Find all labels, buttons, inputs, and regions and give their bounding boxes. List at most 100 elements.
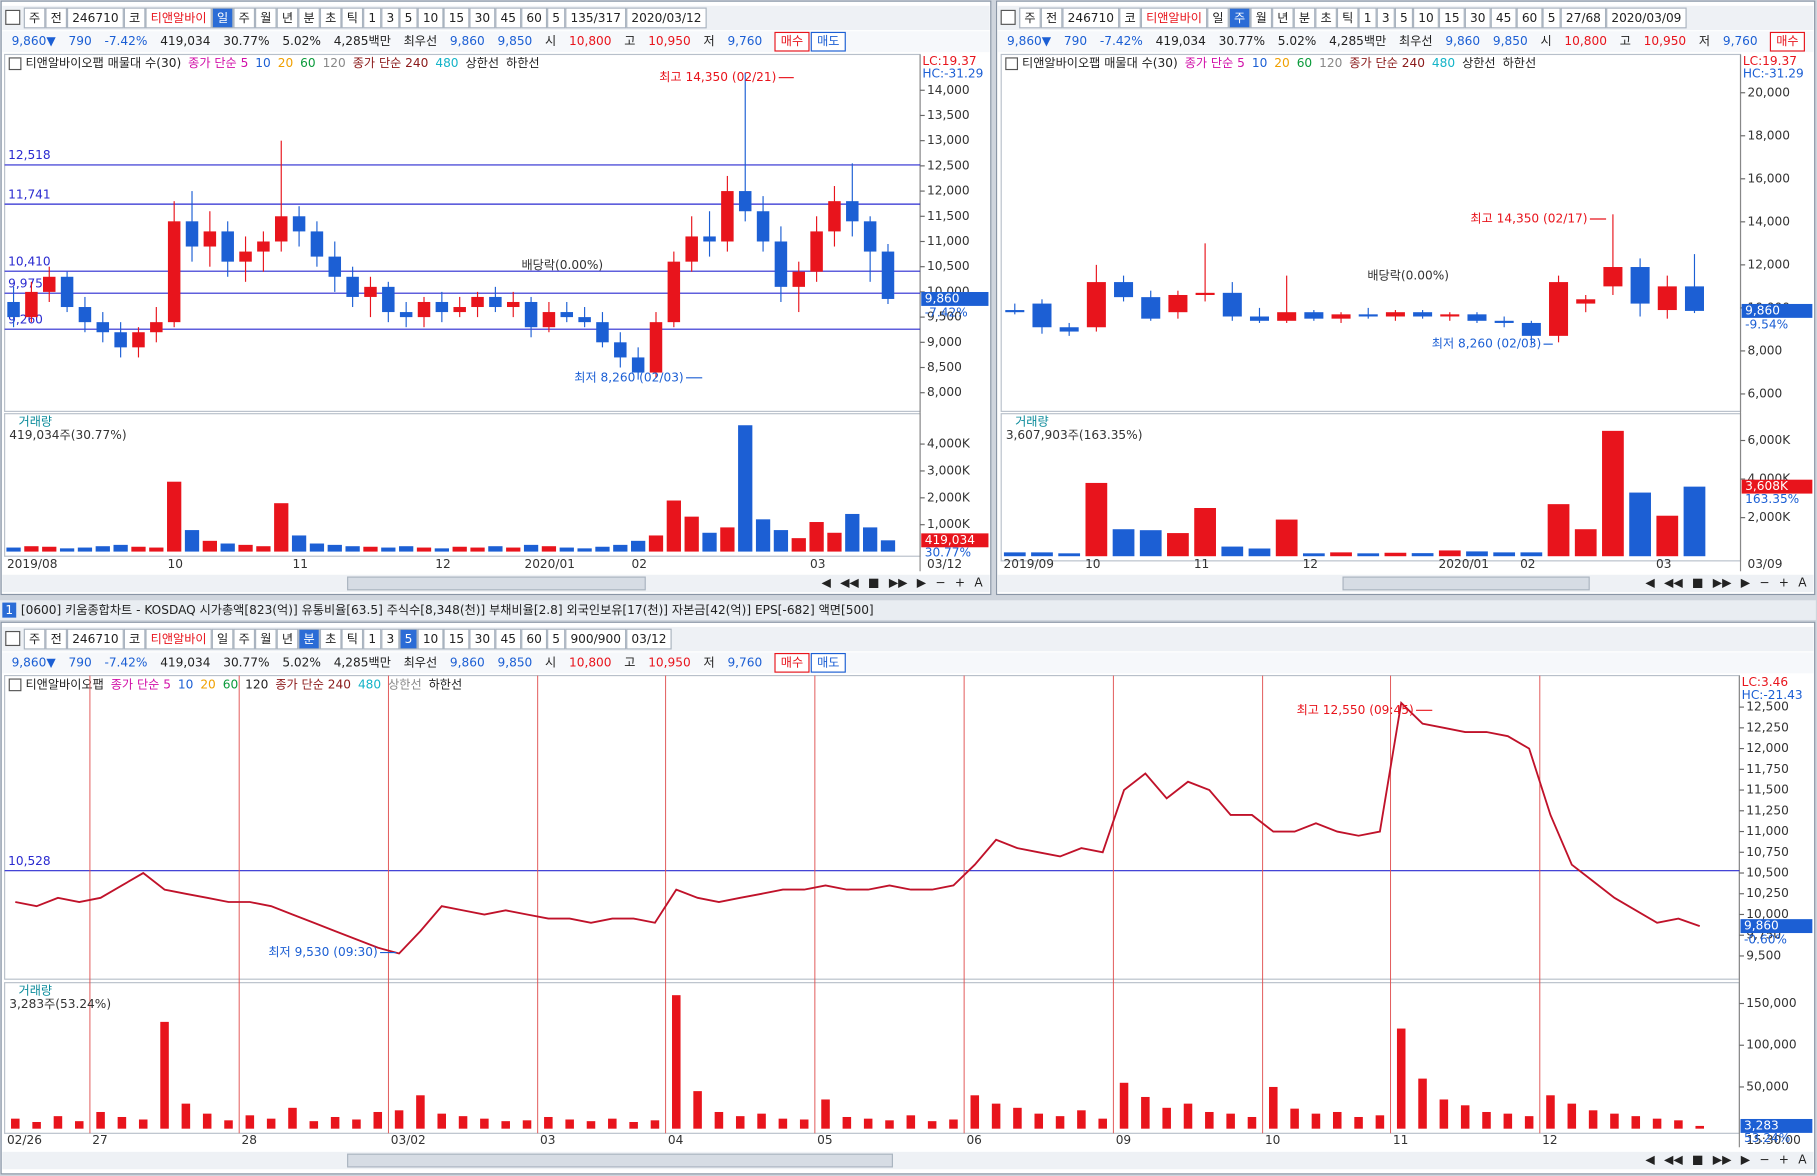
scrollbar[interactable] <box>1342 576 1590 591</box>
toolbar-button-label[interactable]: 15 <box>1444 11 1459 25</box>
toolbar-button[interactable] <box>1394 7 1414 29</box>
toolbar-button-label[interactable]: 60 <box>1522 11 1537 25</box>
toolbar-button[interactable] <box>341 628 364 650</box>
toolbar-button[interactable] <box>145 628 212 650</box>
toolbar-button[interactable] <box>1250 7 1273 29</box>
nav-button[interactable]: A <box>1798 1152 1807 1166</box>
toolbar-button[interactable] <box>233 7 256 29</box>
toolbar-button-label[interactable]: 3 <box>386 632 394 646</box>
toolbar-button-label[interactable]: 분 <box>303 11 314 25</box>
toolbar-button[interactable] <box>1272 7 1294 29</box>
toolbar-button[interactable] <box>521 628 548 650</box>
toolbar-button[interactable] <box>123 7 146 29</box>
nav-button[interactable]: ▶ <box>1741 1152 1751 1166</box>
order-button-label[interactable]: 매도 <box>817 655 839 669</box>
toolbar-button[interactable] <box>211 628 234 650</box>
toolbar-button-label[interactable]: 전 <box>1046 11 1057 25</box>
toolbar-button-label[interactable]: 월 <box>1256 11 1267 25</box>
toolbar-button-label[interactable]: 30 <box>475 11 490 25</box>
toolbar-button[interactable] <box>363 628 382 650</box>
toolbar-button[interactable] <box>233 628 256 650</box>
nav-button[interactable]: A <box>974 575 983 589</box>
toolbar-button[interactable] <box>469 628 496 650</box>
toolbar-button[interactable] <box>417 628 444 650</box>
toolbar-button-label[interactable]: 246710 <box>72 632 118 646</box>
toolbar-button[interactable] <box>565 7 627 29</box>
nav-button[interactable]: ▶▶ <box>889 575 908 589</box>
toolbar-button[interactable] <box>1490 7 1517 29</box>
toolbar-button-label[interactable]: 코 <box>129 632 140 646</box>
toolbar-button-label[interactable]: 코 <box>129 11 140 25</box>
toolbar-button-label[interactable]: 27/68 <box>1566 11 1601 25</box>
toolbar-button[interactable] <box>66 7 124 29</box>
toolbar-button[interactable] <box>1516 7 1543 29</box>
nav-button[interactable]: ▶▶ <box>1713 575 1732 589</box>
nav-button[interactable]: + <box>1779 575 1789 589</box>
toolbar-button-label[interactable]: 15 <box>449 632 464 646</box>
toolbar-button-label[interactable]: 전 <box>51 632 62 646</box>
toolbar-button-label[interactable]: 주 <box>239 11 250 25</box>
nav-button[interactable]: ■ <box>1692 1152 1704 1166</box>
toolbar-button[interactable] <box>298 628 320 650</box>
toolbar-button[interactable] <box>1207 7 1229 29</box>
toolbar-button-label[interactable]: 3 <box>386 11 394 25</box>
toolbar-button[interactable] <box>626 7 707 29</box>
toolbar-button[interactable] <box>298 7 320 29</box>
toolbar-button-label[interactable]: 246710 <box>72 11 118 25</box>
toolbar-button[interactable] <box>443 7 470 29</box>
toolbar-button[interactable] <box>45 7 67 29</box>
toolbar-button-label[interactable]: 900/900 <box>570 632 621 646</box>
toolbar-button[interactable] <box>1464 7 1491 29</box>
toolbar-button[interactable] <box>1293 7 1316 29</box>
toolbar-button-label[interactable]: 5 <box>1548 11 1556 25</box>
toolbar-button[interactable] <box>1019 7 1041 29</box>
order-button-label[interactable]: 매수 <box>781 655 803 669</box>
nav-button[interactable]: ◀◀ <box>1664 575 1683 589</box>
toolbar-button-label[interactable]: 티앤알바이 <box>151 632 207 646</box>
toolbar-button[interactable] <box>363 7 382 29</box>
toolbar-button-label[interactable]: 45 <box>501 11 516 25</box>
nav-button[interactable]: ■ <box>1692 575 1704 589</box>
nav-button[interactable]: + <box>1779 1152 1789 1166</box>
toolbar-button[interactable] <box>547 628 566 650</box>
toolbar-button[interactable] <box>381 7 400 29</box>
toolbar-button[interactable] <box>66 628 124 650</box>
toolbar-button[interactable] <box>319 7 342 29</box>
toolbar-button[interactable] <box>1358 7 1377 29</box>
toolbar-button-label[interactable]: 2020/03/09 <box>1611 11 1681 25</box>
toolbar-button-label[interactable]: 일 <box>1212 11 1223 25</box>
order-button[interactable] <box>774 31 810 52</box>
toolbar-button-label[interactable]: 일 <box>217 11 228 25</box>
nav-button[interactable]: ◀◀ <box>1664 1152 1683 1166</box>
toolbar-button[interactable] <box>547 7 566 29</box>
toolbar-button[interactable] <box>469 7 496 29</box>
order-button[interactable] <box>1769 31 1805 52</box>
nav-button[interactable]: ▶ <box>917 575 927 589</box>
toolbar-button-label[interactable]: 주 <box>29 11 40 25</box>
toolbar-button-label[interactable]: 년 <box>282 632 293 646</box>
toolbar-button-label[interactable]: 1 <box>368 632 376 646</box>
toolbar-button[interactable] <box>1413 7 1439 29</box>
toolbar-button-label[interactable]: 3 <box>1382 11 1390 25</box>
toolbar-button[interactable] <box>1560 7 1607 29</box>
toolbar-button-label[interactable]: 10 <box>423 11 438 25</box>
order-button[interactable] <box>810 31 846 52</box>
toolbar-button-label[interactable]: 주 <box>239 632 250 646</box>
toolbar-button-label[interactable]: 60 <box>526 11 541 25</box>
toolbar-button[interactable] <box>1336 7 1359 29</box>
toolbar-button-label[interactable]: 초 <box>325 632 336 646</box>
toolbar-button[interactable] <box>1140 7 1208 29</box>
toolbar-button-label[interactable]: 전 <box>51 11 62 25</box>
toolbar-button-label[interactable]: 코 <box>1124 11 1135 25</box>
toolbar-button[interactable] <box>1315 7 1337 29</box>
toolbar-button[interactable] <box>399 7 418 29</box>
toolbar-button-label[interactable]: 30 <box>1470 11 1485 25</box>
toolbar-button[interactable] <box>45 628 67 650</box>
toolbar-button[interactable] <box>23 628 46 650</box>
toolbar-button-label[interactable]: 틱 <box>1342 11 1353 25</box>
toolbar-button-label[interactable]: 티앤알바이 <box>151 11 207 25</box>
toolbar-button[interactable] <box>1542 7 1561 29</box>
toolbar-button[interactable] <box>521 7 548 29</box>
toolbar-button-label[interactable]: 월 <box>260 11 271 25</box>
toolbar-button-label[interactable]: 티앤알바이 <box>1146 11 1202 25</box>
